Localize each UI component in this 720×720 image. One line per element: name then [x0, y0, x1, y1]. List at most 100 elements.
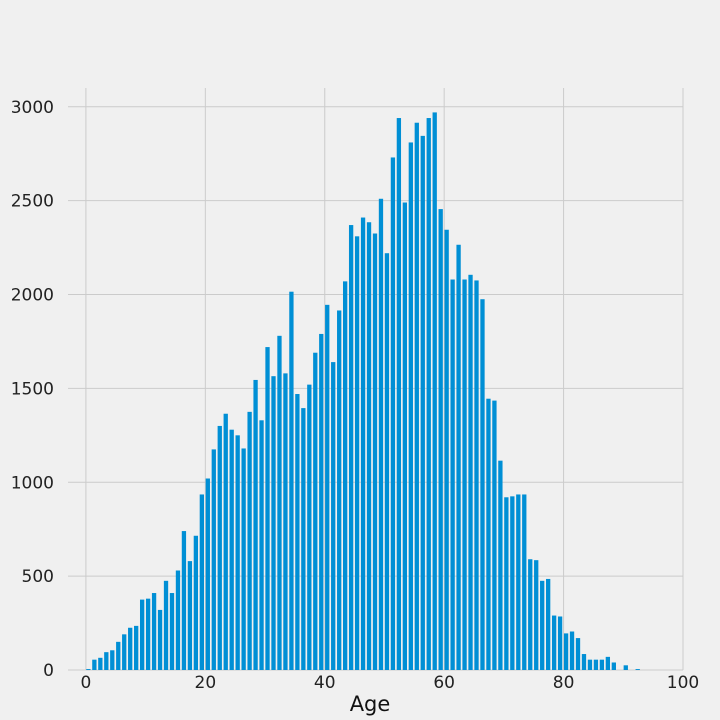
histogram-bar — [402, 202, 407, 670]
histogram-bar — [480, 299, 485, 670]
histogram-bar — [426, 118, 431, 671]
histogram-bar — [581, 654, 587, 670]
histogram-bar — [486, 398, 491, 670]
x-axis-label: Age — [350, 692, 391, 716]
histogram-bar — [169, 593, 175, 670]
x-tick-label: 80 — [553, 673, 575, 693]
histogram-bar — [211, 449, 216, 670]
histogram-bar — [134, 625, 139, 670]
histogram-bar — [396, 118, 402, 671]
histogram-bar — [587, 659, 593, 670]
histogram-bar — [498, 460, 503, 670]
histogram-bar — [623, 665, 628, 670]
x-tick-labels: 0 20 40 60 80 100 — [80, 673, 699, 693]
x-tick-label: 0 — [80, 673, 91, 693]
histogram-bar — [98, 657, 103, 670]
y-tick-label: 2000 — [11, 286, 54, 306]
histogram-bar — [128, 627, 133, 670]
histogram-bar — [259, 420, 264, 670]
y-tick-label: 0 — [43, 661, 54, 681]
x-tick-label: 100 — [667, 673, 699, 693]
histogram-bar — [223, 413, 228, 670]
histogram-bar — [551, 615, 557, 670]
histogram-bar — [563, 633, 569, 670]
histogram-bar — [193, 535, 199, 670]
histogram-bar — [277, 335, 282, 670]
histogram-bar — [295, 394, 300, 670]
histogram-bar — [593, 659, 599, 670]
histogram-bar — [229, 429, 234, 670]
y-tick-labels: 0 500 1000 1500 2000 2500 3000 — [11, 98, 54, 681]
x-tick-label: 40 — [314, 673, 336, 693]
histogram-bar — [611, 662, 616, 670]
histogram-bar — [283, 373, 288, 670]
histogram-bar — [438, 209, 443, 670]
histogram-bar — [163, 580, 169, 670]
x-tick-label: 60 — [433, 673, 455, 693]
histogram-bar — [635, 669, 640, 670]
x-gridlines — [85, 88, 684, 670]
histogram-bar — [444, 229, 449, 670]
y-tick-label: 3000 — [11, 98, 54, 118]
histogram-bar — [522, 494, 527, 670]
histogram-bar — [569, 631, 575, 670]
histogram-bar — [450, 279, 455, 670]
histogram-bar — [528, 559, 533, 670]
histogram-bar — [217, 425, 222, 670]
histogram-bar — [534, 560, 539, 670]
histogram-bar — [456, 244, 461, 670]
histogram-bar — [599, 659, 605, 670]
histogram-bar — [414, 122, 419, 671]
histogram-bar — [253, 379, 258, 670]
histogram-bar — [348, 225, 354, 671]
histogram-bar — [331, 362, 336, 670]
histogram-bar — [540, 580, 545, 670]
histogram-bar — [325, 304, 330, 670]
bars — [86, 112, 640, 671]
histogram-bar — [546, 578, 551, 670]
histogram-bar — [575, 638, 581, 670]
histogram-bar — [265, 347, 270, 670]
histogram-bar — [313, 352, 318, 670]
histogram-bar — [504, 497, 509, 670]
histogram-bar — [354, 236, 360, 670]
histogram-bar — [384, 253, 390, 670]
histogram-bar — [199, 494, 204, 670]
histogram-bar — [462, 279, 467, 670]
x-tick-label: 20 — [195, 673, 217, 693]
histogram-bar — [92, 659, 97, 670]
histogram-bar — [605, 656, 611, 670]
histogram-bar — [157, 609, 163, 670]
histogram-bar — [378, 198, 384, 670]
histogram-bar — [271, 376, 276, 670]
histogram-bar — [151, 593, 157, 670]
histogram-bar — [366, 222, 372, 671]
histogram-bar — [139, 599, 145, 670]
histogram-bar — [205, 478, 210, 670]
histogram-bar — [301, 408, 306, 670]
histogram-bar — [390, 157, 396, 670]
histogram-bar — [122, 634, 127, 670]
y-tick-label: 2500 — [11, 192, 54, 212]
histogram-bar — [86, 669, 91, 670]
histogram-bar — [492, 400, 497, 670]
histogram-bar — [408, 142, 413, 670]
histogram-bar — [110, 650, 115, 670]
histogram-bar — [337, 310, 342, 670]
histogram-bar — [360, 217, 366, 671]
histogram-bar — [116, 641, 121, 670]
y-tick-label: 1000 — [11, 473, 54, 493]
histogram-bar — [241, 448, 246, 670]
histogram-bar — [319, 333, 324, 670]
histogram-bar — [187, 561, 193, 670]
histogram-bar — [420, 135, 425, 670]
histogram-bar — [516, 494, 521, 670]
histogram-bar — [307, 384, 312, 670]
histogram-bar — [474, 280, 479, 670]
histogram-bar — [468, 274, 473, 670]
histogram-bar — [510, 496, 515, 670]
histogram-bar — [557, 616, 563, 670]
histogram-bar — [343, 281, 348, 670]
histogram-bar — [104, 652, 109, 670]
